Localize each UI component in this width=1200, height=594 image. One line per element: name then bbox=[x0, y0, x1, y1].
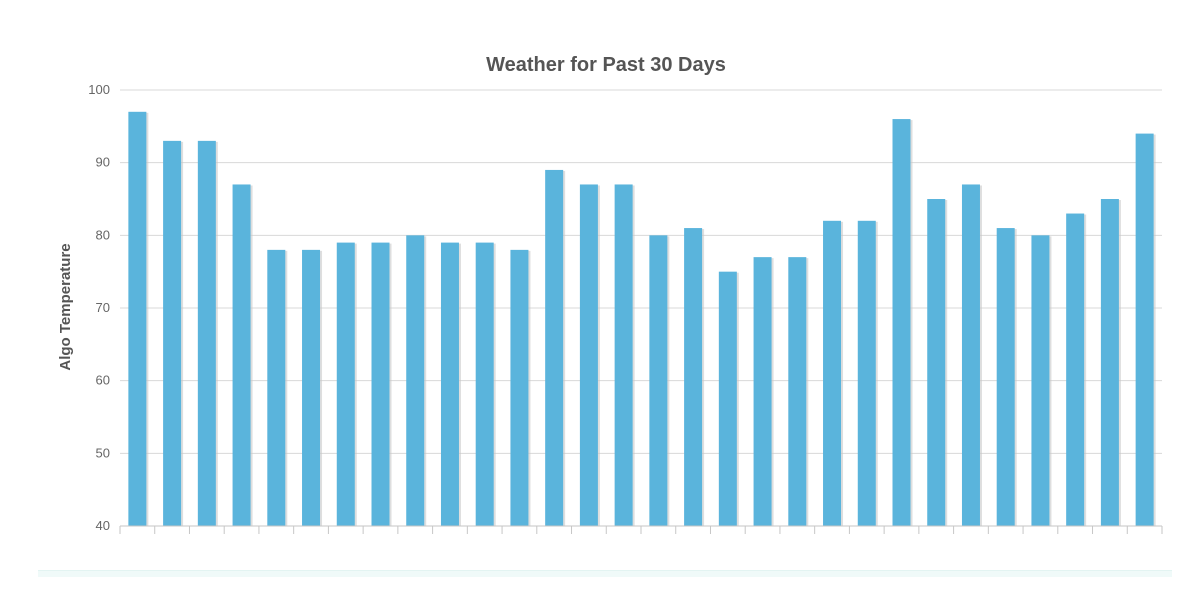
bar bbox=[510, 249, 529, 526]
y-tick-label: 90 bbox=[96, 155, 110, 170]
bar bbox=[440, 242, 459, 526]
y-tick-label: 100 bbox=[88, 82, 110, 97]
bar bbox=[1031, 235, 1050, 527]
y-tick-label: 40 bbox=[96, 518, 110, 533]
bars bbox=[128, 111, 1156, 527]
bar bbox=[197, 140, 216, 526]
bar bbox=[406, 235, 425, 527]
y-tick-label: 80 bbox=[96, 227, 110, 242]
bar bbox=[302, 249, 321, 526]
footer-divider bbox=[38, 570, 1172, 577]
gridlines bbox=[120, 89, 1162, 454]
y-tick-label: 50 bbox=[96, 445, 110, 460]
bar bbox=[1135, 133, 1154, 526]
bar bbox=[996, 228, 1015, 527]
bar bbox=[163, 140, 182, 526]
bar bbox=[753, 257, 772, 526]
bar bbox=[927, 199, 946, 526]
y-tick-label: 70 bbox=[96, 300, 110, 315]
bar bbox=[128, 111, 147, 527]
bar bbox=[371, 242, 390, 526]
y-tick-label: 60 bbox=[96, 373, 110, 388]
bar bbox=[788, 257, 807, 526]
bar bbox=[545, 169, 564, 526]
bar bbox=[232, 184, 251, 526]
bar bbox=[336, 242, 355, 526]
bar bbox=[1066, 213, 1085, 527]
bar bbox=[614, 184, 633, 526]
bar bbox=[1100, 199, 1119, 526]
bar bbox=[684, 228, 703, 527]
chart-title: Weather for Past 30 Days bbox=[486, 54, 726, 76]
bar bbox=[857, 220, 876, 527]
bar bbox=[718, 271, 737, 526]
y-axis-tick-labels: 40 50 60 70 80 90 100 bbox=[88, 82, 110, 533]
bar bbox=[579, 184, 598, 526]
bar bbox=[267, 249, 286, 526]
bar bbox=[892, 119, 911, 527]
y-axis-title: Algo Temperature bbox=[57, 243, 74, 370]
bar bbox=[475, 242, 494, 526]
bar bbox=[649, 235, 668, 527]
x-axis bbox=[119, 525, 1163, 534]
bar bbox=[961, 184, 980, 526]
bar bbox=[823, 220, 842, 527]
